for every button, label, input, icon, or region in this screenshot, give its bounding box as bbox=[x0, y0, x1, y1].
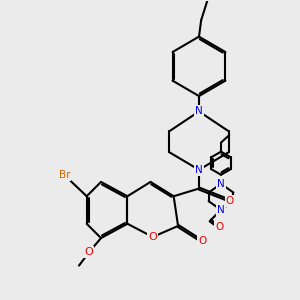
Text: O: O bbox=[215, 222, 224, 232]
Text: Br: Br bbox=[59, 170, 70, 180]
Text: O: O bbox=[198, 236, 206, 246]
Text: O: O bbox=[148, 232, 157, 242]
Text: N: N bbox=[217, 179, 225, 189]
Text: O: O bbox=[85, 248, 93, 257]
Text: N: N bbox=[195, 165, 203, 175]
Text: N: N bbox=[217, 205, 225, 215]
Text: N: N bbox=[195, 106, 203, 116]
Text: O: O bbox=[226, 196, 234, 206]
